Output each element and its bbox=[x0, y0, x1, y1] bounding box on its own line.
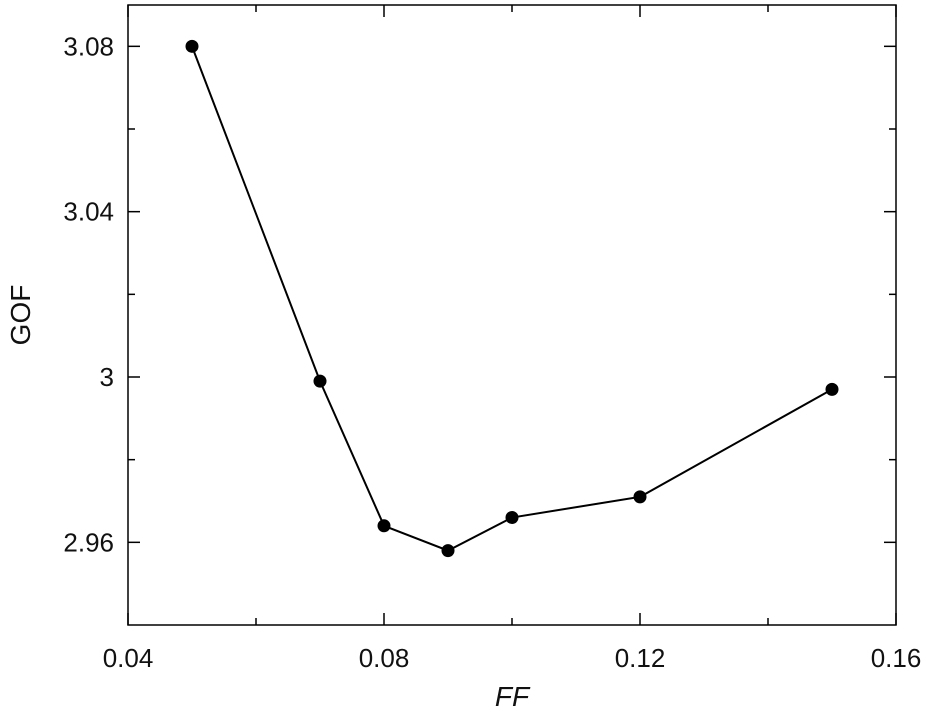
x-tick-label: 0.16 bbox=[871, 643, 922, 673]
data-point bbox=[377, 519, 391, 533]
data-point bbox=[633, 490, 647, 504]
x-tick-label: 0.08 bbox=[359, 643, 410, 673]
x-axis-label: FF bbox=[495, 681, 531, 712]
y-tick-label: 3.08 bbox=[63, 31, 114, 61]
data-point bbox=[441, 544, 455, 558]
y-tick-label: 3 bbox=[100, 362, 114, 392]
y-tick-label: 2.96 bbox=[63, 527, 114, 557]
x-tick-label: 0.04 bbox=[103, 643, 154, 673]
series-line bbox=[191, 45, 833, 552]
y-axis-label: GOF bbox=[5, 285, 36, 346]
y-axis-ticks: 2.96 3 3.04 3.08 bbox=[63, 31, 896, 557]
data-series bbox=[185, 39, 839, 558]
data-point bbox=[825, 382, 839, 396]
x-tick-label: 0.12 bbox=[615, 643, 666, 673]
data-point bbox=[313, 374, 327, 388]
data-point bbox=[505, 511, 519, 525]
data-point bbox=[185, 39, 199, 53]
x-axis-ticks: 0.04 0.08 0.12 0.16 bbox=[103, 5, 922, 673]
y-tick-label: 3.04 bbox=[63, 197, 114, 227]
plot-frame bbox=[127, 4, 897, 626]
